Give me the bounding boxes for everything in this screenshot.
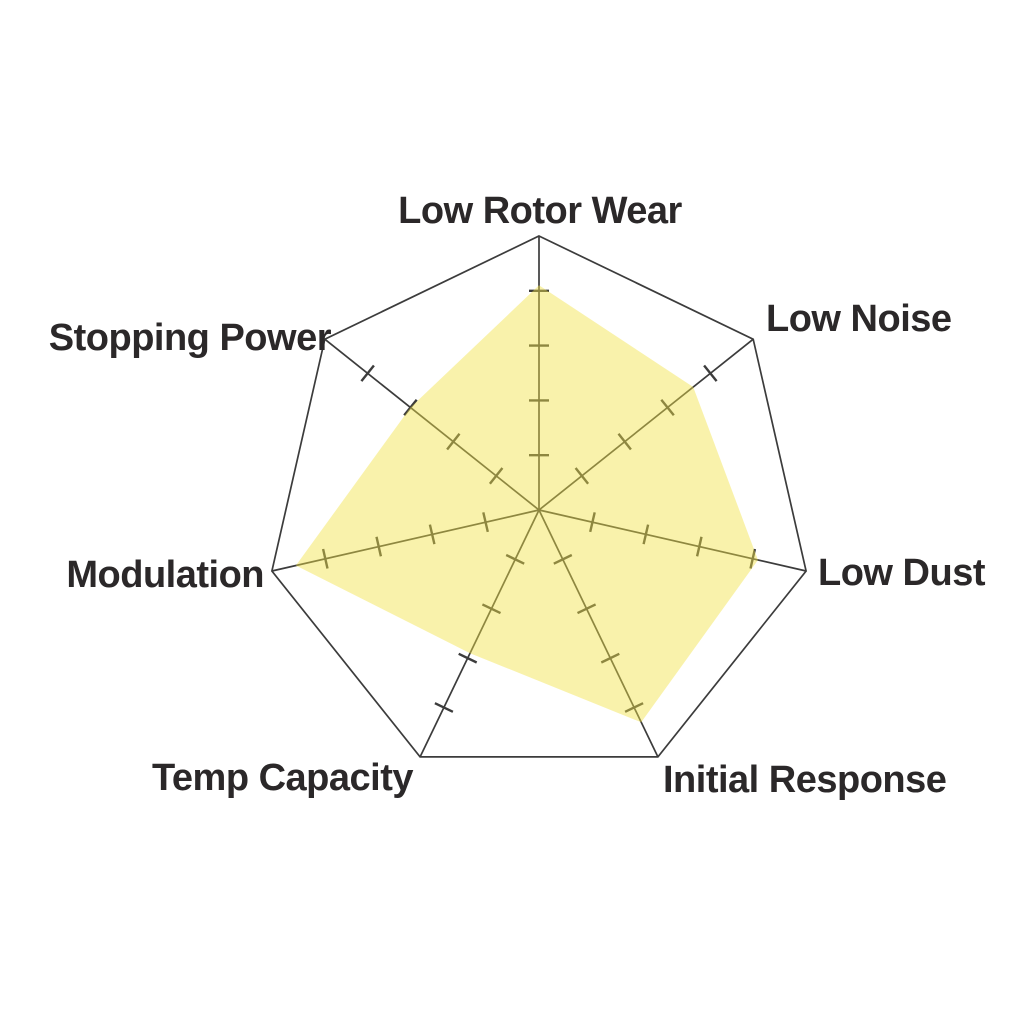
- axis-label-temp-capacity: Temp Capacity: [152, 757, 413, 799]
- tick-mark-low-noise-level-1: [574, 467, 590, 485]
- tick-mark-modulation-level-4: [321, 548, 329, 569]
- tick-mark-initial-response-level-3: [600, 652, 620, 664]
- axis-label-low-dust: Low Dust: [818, 552, 986, 594]
- tick-mark-low-dust-level-2: [642, 524, 650, 545]
- axis-line-temp-capacity: [419, 509, 540, 758]
- tick-mark-low-noise-level-4: [703, 364, 718, 382]
- axis-label-low-noise: Low Noise: [766, 298, 952, 340]
- tick-mark-modulation-level-2: [428, 524, 436, 545]
- tick-mark-modulation-level-1: [482, 512, 489, 533]
- tick-mark-low-noise-level-2: [617, 433, 632, 451]
- tick-mark-low-dust-level-1: [589, 512, 596, 533]
- tick-mark-stopping-power-level-3: [403, 398, 418, 417]
- tick-mark-low-dust-level-3: [695, 536, 703, 557]
- tick-mark-initial-response-level-2: [576, 603, 597, 615]
- axis-line-modulation: [271, 509, 540, 572]
- tick-mark-temp-capacity-level-4: [434, 702, 454, 713]
- tick-mark-temp-capacity-level-1: [505, 553, 525, 565]
- axis-label-low-rotor-wear: Low Rotor Wear: [398, 190, 682, 232]
- axis-label-modulation: Modulation: [66, 554, 264, 596]
- data-polygon: [295, 285, 758, 723]
- tick-mark-stopping-power-level-4: [360, 364, 375, 382]
- axis-line-low-dust: [538, 509, 807, 572]
- tick-mark-temp-capacity-level-3: [458, 652, 478, 664]
- tick-mark-stopping-power-level-2: [446, 433, 461, 451]
- tick-mark-stopping-power-level-1: [488, 467, 504, 485]
- radar-outline: [270, 235, 808, 758]
- tick-mark-modulation-level-3: [375, 536, 383, 557]
- axis-label-initial-response: Initial Response: [663, 759, 946, 801]
- tick-mark-low-dust-level-4: [749, 548, 757, 569]
- axis-line-initial-response: [538, 509, 659, 758]
- tick-mark-temp-capacity-level-2: [481, 603, 502, 615]
- axis-line-low-noise: [538, 338, 754, 511]
- axis-line-stopping-power: [324, 338, 540, 511]
- tick-mark-initial-response-level-4: [624, 702, 644, 713]
- axis-label-stopping-power: Stopping Power: [49, 317, 332, 359]
- tick-mark-low-noise-level-3: [660, 398, 675, 417]
- tick-mark-initial-response-level-1: [553, 553, 573, 565]
